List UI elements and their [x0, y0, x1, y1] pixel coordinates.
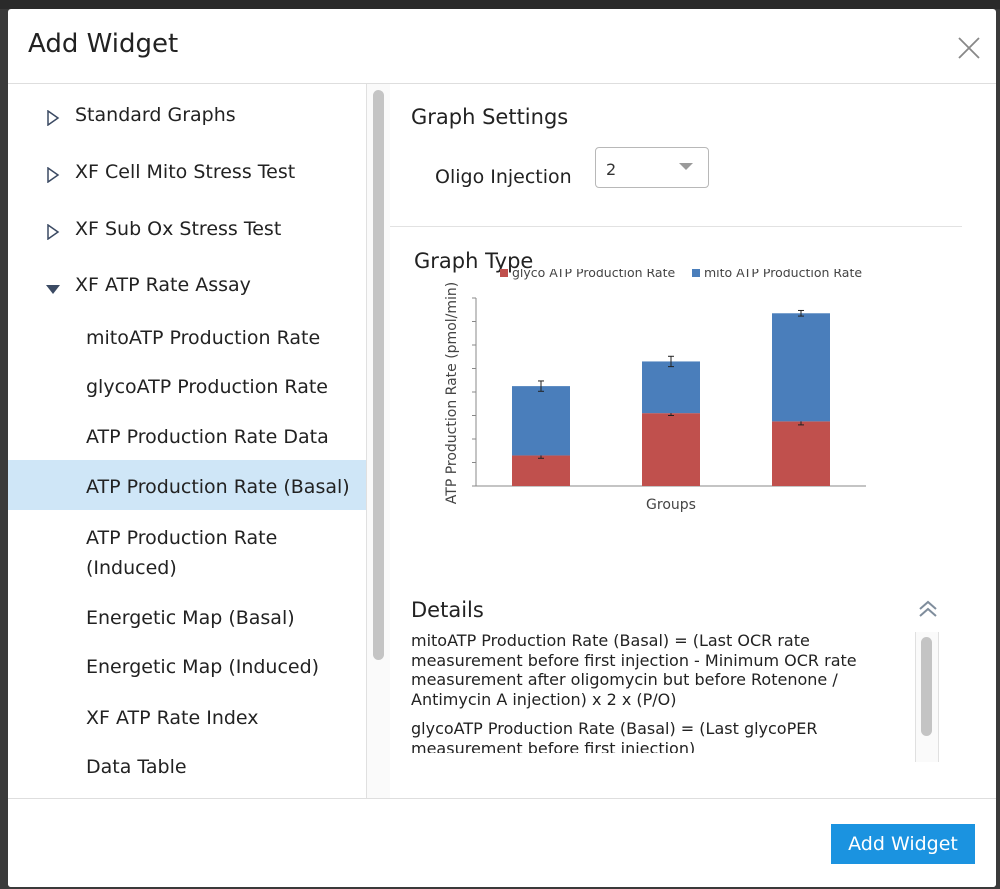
tree-item-label: Energetic Map (Induced)	[86, 656, 320, 678]
graph-settings-title: Graph Settings	[411, 105, 569, 129]
tree-item-data-table[interactable]: Data Table	[8, 740, 366, 790]
x-axis-label: Groups	[646, 497, 696, 513]
tree-item-mitoatp-production-rate[interactable]: mitoATP Production Rate	[8, 311, 366, 361]
y-axis-label: ATP Production Rate (pmol/min)	[444, 282, 460, 504]
tree-group-label: XF Cell Mito Stress Test	[75, 161, 296, 183]
bar	[772, 421, 830, 486]
tree-item-label: Data Table	[86, 756, 187, 778]
tree-item-atp-production-rate-data[interactable]: ATP Production Rate Data	[8, 410, 366, 460]
bar	[512, 455, 570, 486]
bar	[642, 413, 700, 486]
graph-type-title: Graph Type	[414, 249, 534, 273]
chevron-down-icon	[46, 285, 60, 294]
tree-group-label: Standard Graphs	[75, 104, 236, 126]
details-paragraph: glycoATP Production Rate (Basal) = (Last…	[411, 719, 818, 753]
chevron-right-icon	[47, 110, 60, 126]
details-scrollbar-thumb[interactable]	[921, 637, 932, 736]
oligo-injection-value: 2	[606, 160, 617, 179]
widget-preview-panel: Graph Settings Oligo Injection 2 Graph T…	[390, 84, 996, 798]
collapse-up-icon[interactable]	[916, 597, 940, 621]
sidebar-scrollbar-thumb[interactable]	[373, 90, 384, 660]
tree-group-standard-graphs[interactable]: Standard Graphs	[8, 92, 366, 142]
add-widget-dialog: Add Widget Standard Graphs XF Cell Mito …	[8, 9, 996, 887]
bar	[772, 313, 830, 422]
details-title: Details	[411, 598, 484, 622]
tree-group-sub-ox-stress-test[interactable]: XF Sub Ox Stress Test	[8, 206, 366, 256]
sidebar-scrollbar[interactable]	[366, 84, 392, 798]
tree-item-energetic-map-basal[interactable]: Energetic Map (Basal)	[8, 591, 366, 641]
add-widget-button[interactable]: Add Widget	[831, 824, 975, 864]
bar	[642, 361, 700, 414]
details-paragraph: mitoATP Production Rate (Basal) = (Last …	[411, 631, 857, 709]
caret-down-icon	[679, 163, 693, 170]
tree-item-label: ATP Production Rate Data	[86, 426, 329, 448]
atp-production-rate-chart: glyco ATP Production Rate mito ATP Produc…	[444, 269, 866, 513]
tree-item-xf-atp-rate-index[interactable]: XF ATP Rate Index	[8, 691, 366, 741]
tree-group-label: XF ATP Rate Assay	[75, 274, 251, 296]
legend-swatch	[500, 269, 508, 277]
legend-swatch	[692, 269, 700, 277]
close-icon[interactable]	[954, 33, 984, 63]
tree-item-glycoatp-production-rate[interactable]: glycoATP Production Rate	[8, 360, 366, 410]
details-text: mitoATP Production Rate (Basal) = (Last …	[411, 631, 911, 753]
tree-item-label: XF ATP Rate Index	[86, 707, 259, 729]
tree-group-cell-mito-stress-test[interactable]: XF Cell Mito Stress Test	[8, 149, 366, 199]
chevron-right-icon	[47, 167, 60, 183]
tree-item-atp-production-rate-basal[interactable]: ATP Production Rate (Basal)	[8, 460, 366, 510]
legend-label: glyco ATP Production Rate	[512, 269, 675, 280]
tree-item-atp-production-rate-induced[interactable]: ATP Production Rate (Induced)	[8, 511, 366, 591]
dialog-title: Add Widget	[28, 29, 179, 59]
tree-item-energetic-map-induced[interactable]: Energetic Map (Induced)	[8, 640, 366, 690]
tree-item-label: Energetic Map (Basal)	[86, 607, 295, 629]
widget-tree: Standard Graphs XF Cell Mito Stress Test…	[8, 84, 366, 798]
oligo-injection-label: Oligo Injection	[435, 166, 572, 188]
chevron-right-icon	[47, 224, 60, 240]
tree-item-label: mitoATP Production Rate	[86, 327, 321, 349]
tree-group-atp-rate-assay[interactable]: XF ATP Rate Assay	[8, 262, 366, 312]
settings-divider	[390, 226, 962, 227]
oligo-injection-select[interactable]: 2	[595, 147, 709, 188]
window-top-bar	[0, 0, 1000, 9]
details-scrollbar[interactable]	[915, 632, 939, 762]
tree-group-label: XF Sub Ox Stress Test	[75, 218, 282, 240]
legend-label: mito ATP Production Rate	[704, 269, 862, 280]
dialog-footer: Add Widget	[8, 798, 996, 887]
tree-item-label: ATP Production Rate (Basal)	[86, 476, 350, 498]
dialog-header: Add Widget	[8, 9, 996, 84]
tree-item-label: ATP Production Rate (Induced)	[86, 527, 278, 579]
tree-item-label: glycoATP Production Rate	[86, 376, 328, 398]
bar	[512, 386, 570, 456]
